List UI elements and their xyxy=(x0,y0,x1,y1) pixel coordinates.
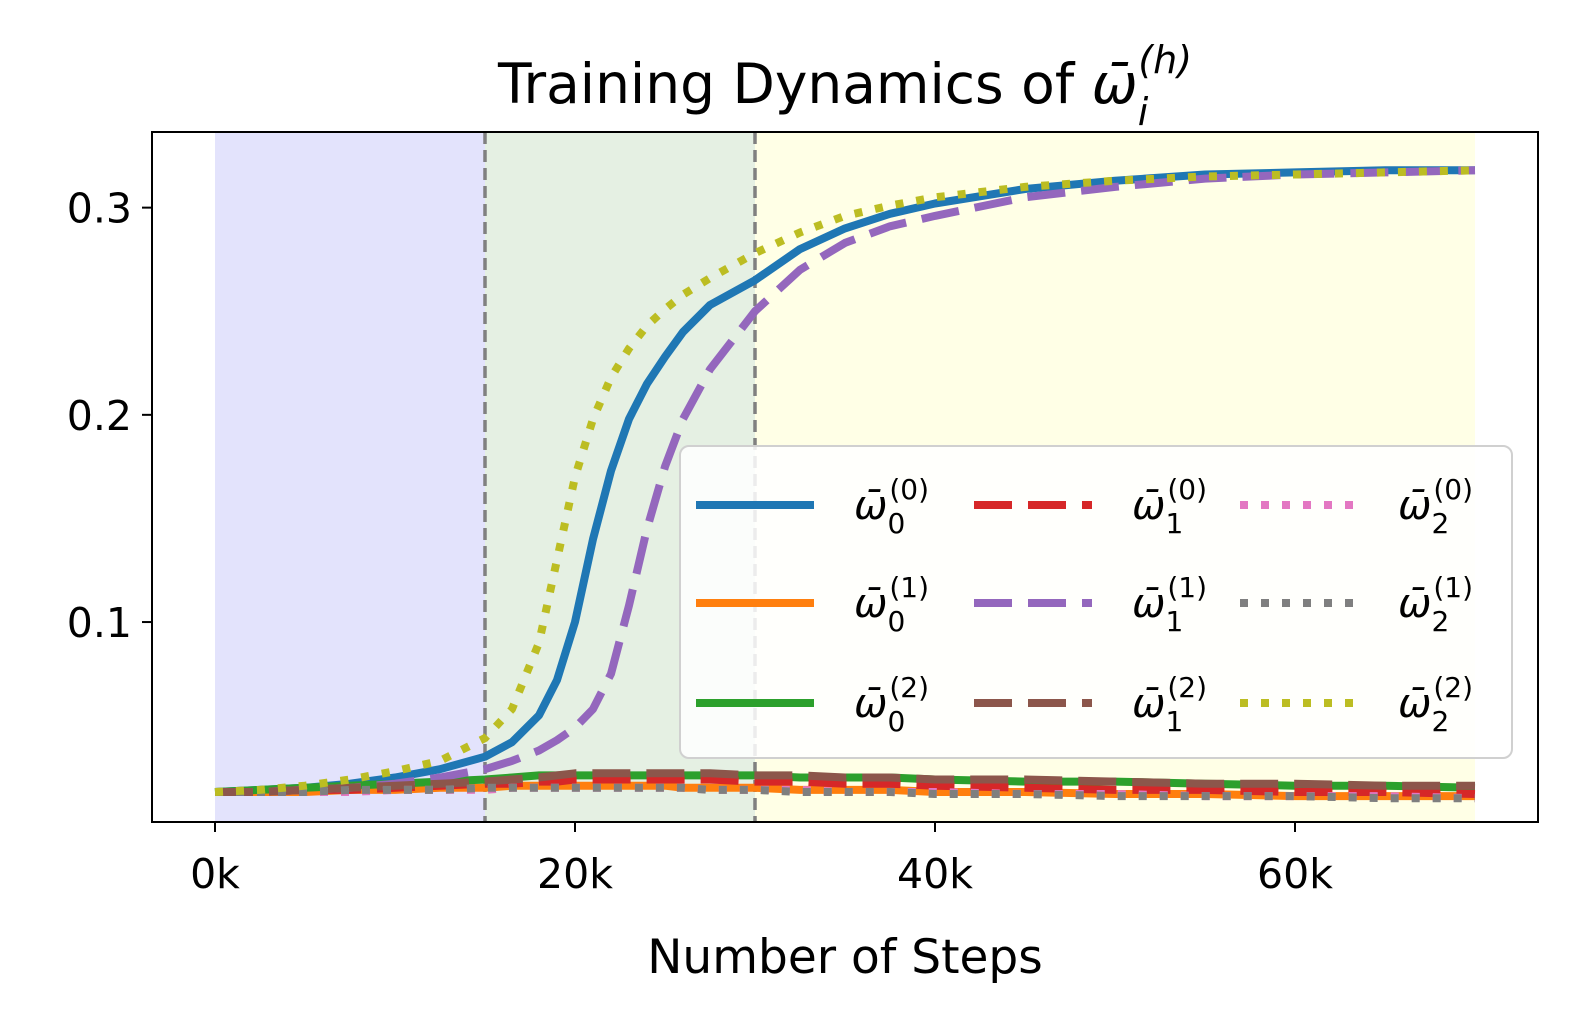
legend-label-subscript: 1 xyxy=(1166,705,1184,738)
legend-box xyxy=(679,445,1513,759)
series-line-5 xyxy=(215,769,1475,796)
legend-label-symbol: ω̄ xyxy=(854,483,888,529)
legend-label-superscript: (0) xyxy=(889,473,929,506)
chart-title: Training Dynamics of ω̄i (h) xyxy=(497,38,1192,134)
legend-label: ω̄1(1) xyxy=(1132,571,1207,638)
y-axis: 0.1 0.2 0.3 xyxy=(67,185,152,647)
chart-title-text: Training Dynamics of xyxy=(497,52,1092,116)
series-line-4 xyxy=(215,166,1476,796)
legend-label-subscript: 1 xyxy=(1166,605,1184,638)
chart-title-subscript: i xyxy=(1138,90,1149,134)
series-line-0 xyxy=(214,166,1475,796)
legend-label-subscript: 0 xyxy=(888,605,906,638)
legend-label-symbol: ω̄ xyxy=(854,581,888,627)
legend-label: ω̄0(1) xyxy=(854,571,929,638)
legend-label-superscript: (0) xyxy=(1167,473,1207,506)
legend: ω̄0(0)ω̄0(1)ω̄0(2)ω̄1(0)ω̄1(1)ω̄1(2)ω̄2(… xyxy=(679,445,1513,759)
legend-label-subscript: 0 xyxy=(888,507,906,540)
legend-label-symbol: ω̄ xyxy=(1132,483,1166,529)
x-tick-label: 40k xyxy=(897,850,973,898)
chart-title-symbol: ω̄ xyxy=(1092,52,1138,116)
legend-label-subscript: 2 xyxy=(1432,605,1450,638)
legend-label-superscript: (0) xyxy=(1433,473,1473,506)
legend-label-subscript: 2 xyxy=(1432,507,1450,540)
legend-label-subscript: 0 xyxy=(888,705,906,738)
legend-label-symbol: ω̄ xyxy=(1398,681,1432,727)
y-tick-label: 0.3 xyxy=(67,185,132,233)
x-tick-label: 0k xyxy=(190,850,240,898)
series-lines xyxy=(214,166,1476,803)
y-tick-label: 0.2 xyxy=(67,392,132,440)
legend-label: ω̄1(0) xyxy=(1132,473,1207,540)
shaded-region-0 xyxy=(215,132,485,822)
legend-label-superscript: (2) xyxy=(889,671,929,704)
series-line-3 xyxy=(215,775,1476,798)
legend-label-subscript: 1 xyxy=(1166,507,1184,540)
legend-label-symbol: ω̄ xyxy=(1132,681,1166,727)
legend-label-superscript: (1) xyxy=(1167,571,1207,604)
legend-label: ω̄0(0) xyxy=(854,473,929,540)
legend-label-superscript: (2) xyxy=(1433,671,1473,704)
legend-label-superscript: (1) xyxy=(889,571,929,604)
plot-frame xyxy=(151,131,1539,823)
y-tick-label: 0.1 xyxy=(67,599,132,647)
series-line-8 xyxy=(214,166,1476,796)
legend-label-superscript: (2) xyxy=(1167,671,1207,704)
legend-label: ω̄2(1) xyxy=(1398,571,1473,638)
legend-label-superscript: (1) xyxy=(1433,571,1473,604)
x-axis-label: Number of Steps xyxy=(647,930,1042,985)
legend-label-symbol: ω̄ xyxy=(1398,483,1432,529)
legend-label: ω̄2(0) xyxy=(1398,473,1473,540)
chart-title-superscript: (h) xyxy=(1138,38,1192,82)
legend-label-subscript: 2 xyxy=(1432,705,1450,738)
x-tick-label: 20k xyxy=(537,850,613,898)
legend-label-symbol: ω̄ xyxy=(854,681,888,727)
x-tick-label: 60k xyxy=(1257,850,1333,898)
legend-label: ω̄2(2) xyxy=(1398,671,1473,738)
legend-label-symbol: ω̄ xyxy=(1132,581,1166,627)
legend-label: ω̄1(2) xyxy=(1132,671,1207,738)
legend-label: ω̄0(2) xyxy=(854,671,929,738)
legend-label-symbol: ω̄ xyxy=(1398,581,1432,627)
x-axis: 0k 20k 40k 60k xyxy=(190,822,1333,898)
series-line-7 xyxy=(215,783,1475,803)
